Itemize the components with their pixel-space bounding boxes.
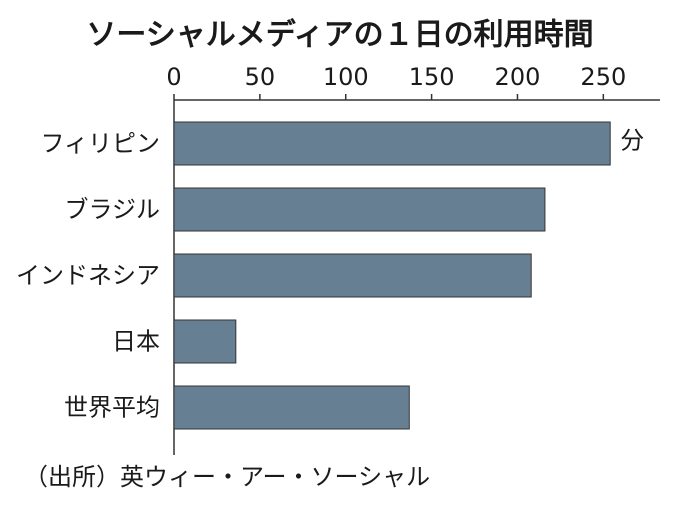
x-tick-label: 150: [409, 63, 455, 91]
x-tick-label: 250: [580, 63, 626, 91]
y-tick-label: フィリピン: [40, 130, 160, 158]
x-tick-label: 50: [245, 63, 276, 91]
chart-title: ソーシャルメディアの１日の利用時間: [86, 18, 593, 53]
bar: [173, 187, 546, 232]
bar: [173, 121, 611, 166]
bar: [173, 385, 410, 430]
y-tick-label: インドネシア: [16, 262, 160, 290]
source-note: （出所）英ウィー・アー・ソーシャル: [24, 463, 430, 491]
bar: [173, 253, 532, 298]
x-tick-label: 200: [495, 63, 541, 91]
y-tick-label: 世界平均: [64, 394, 160, 422]
x-tick-label: 100: [323, 63, 369, 91]
bar: [173, 319, 237, 364]
y-tick-label: ブラジル: [64, 196, 160, 224]
unit-label: 分: [620, 127, 644, 155]
y-tick-label: 日本: [112, 328, 160, 356]
x-tick-label: 0: [166, 63, 181, 91]
